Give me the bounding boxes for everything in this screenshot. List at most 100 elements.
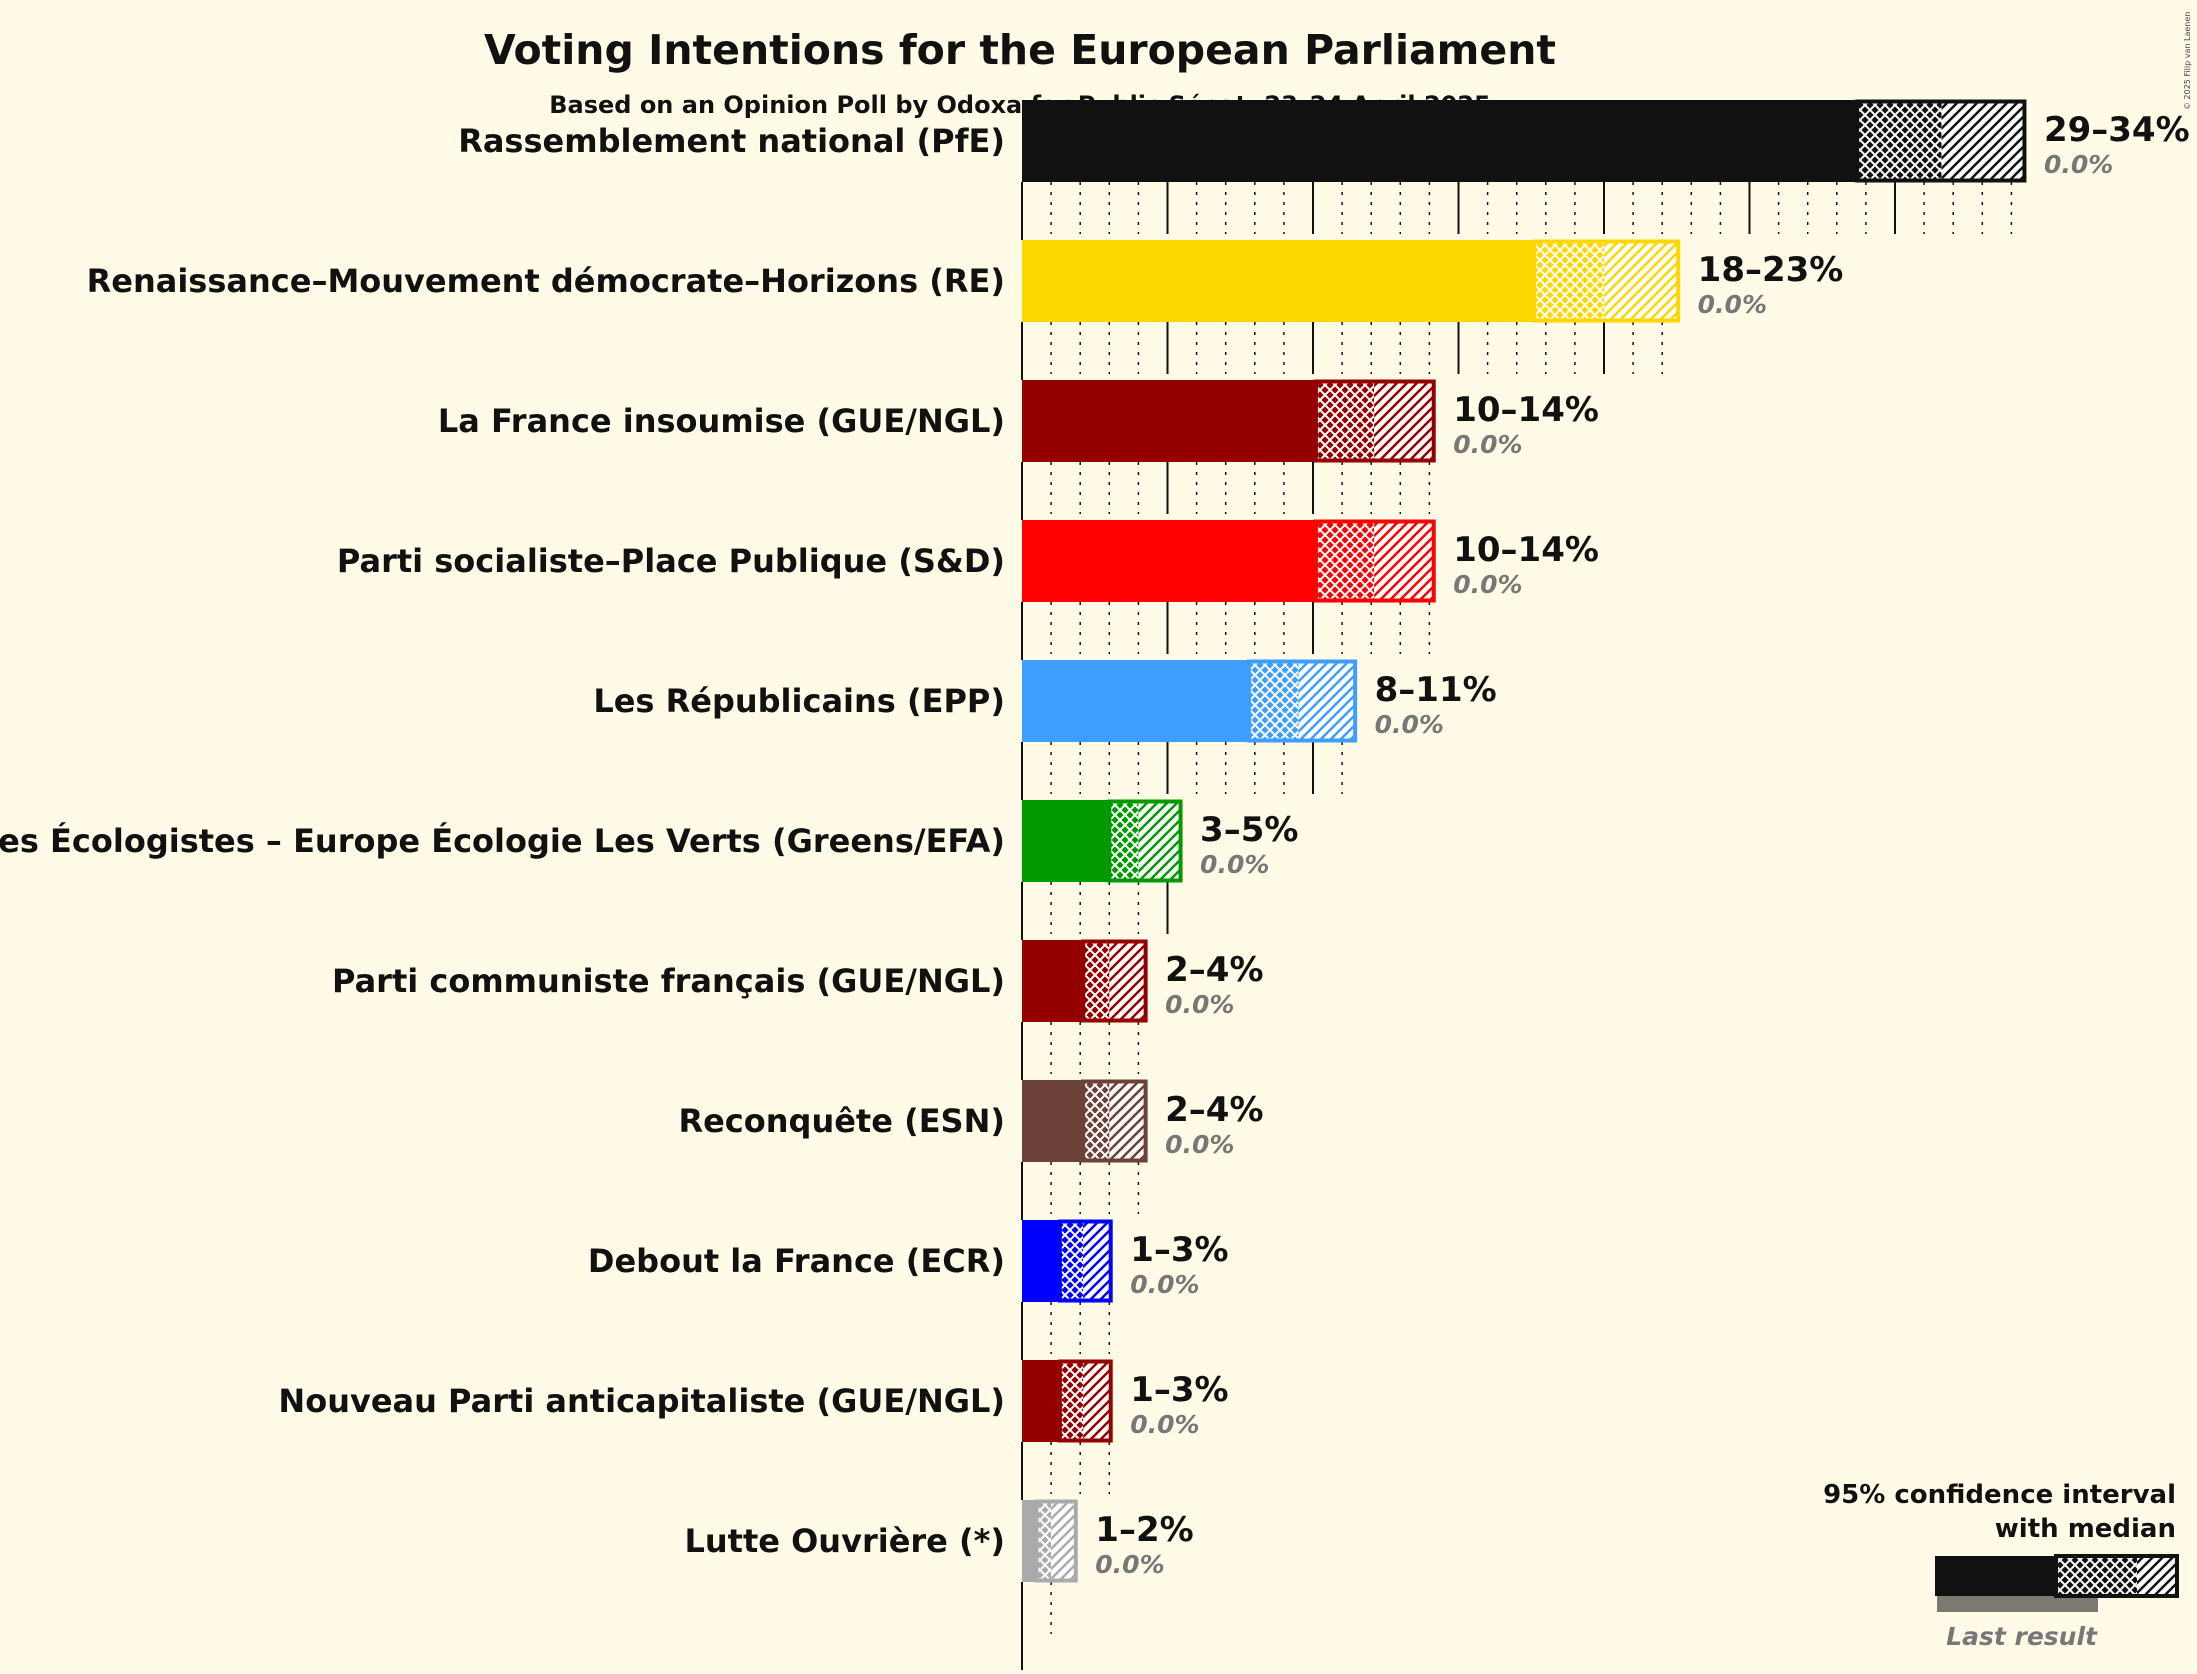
party-bar-group: Nouveau Parti anticapitaliste (GUE/NGL) 1… — [278, 1359, 1229, 1443]
bar-ci-upper — [1138, 800, 1183, 882]
legend-solid-part — [1935, 1556, 2056, 1596]
range-label: 1–3% — [1130, 1230, 1228, 1270]
bar-ci-lower — [1059, 1220, 1084, 1302]
party-bar-group: Les Écologistes – Europe Écologie Les Ve… — [0, 799, 1298, 883]
party-bar-group: Les Républicains (EPP) 8–11%0.0% — [593, 659, 1497, 743]
bar-ci-outline — [1313, 379, 1436, 463]
bar-ci-lower — [1315, 520, 1375, 602]
party-label: Lutte Ouvrière (*) — [684, 1522, 1005, 1560]
last-result-label: 0.0% — [1095, 1550, 1164, 1579]
last-result-label: 0.0% — [2044, 150, 2113, 179]
bar-solid — [1022, 1360, 1060, 1442]
range-label: 29–34% — [2044, 110, 2190, 150]
bar-solid — [1022, 1220, 1060, 1302]
range-label: 2–4% — [1165, 950, 1263, 990]
legend-diagonal-part — [2137, 1556, 2177, 1596]
party-bar-group: Parti communiste français (GUE/NGL) 2–4%0… — [332, 939, 1264, 1023]
bar-ci-outline — [1057, 1359, 1113, 1443]
legend: 95% confidence interval with median Last… — [1823, 1480, 2179, 1651]
last-result-label: 0.0% — [1165, 990, 1234, 1019]
party-bar-group: Renaissance–Mouvement démocrate–Horizons… — [87, 239, 1844, 323]
bars-layer: Rassemblement national (PfE) 29–34%0.0%Re… — [0, 99, 2190, 1583]
range-label: 18–23% — [1698, 250, 1844, 290]
bar-solid — [1022, 100, 1858, 182]
last-result-label: 0.0% — [1130, 1270, 1199, 1299]
party-bar-group: Reconquête (ESN) 2–4%0.0% — [678, 1079, 1264, 1163]
last-result-label: 0.0% — [1375, 710, 1444, 739]
legend-title-line1: 95% confidence interval — [1823, 1480, 2176, 1510]
bar-ci-lower — [1248, 660, 1299, 742]
bar-ci-outline — [1081, 1079, 1148, 1163]
range-label: 1–3% — [1130, 1370, 1228, 1410]
bar-ci-outline — [1057, 1219, 1113, 1303]
bar-solid — [1022, 660, 1249, 742]
range-label: 10–14% — [1453, 530, 1599, 570]
range-label: 10–14% — [1453, 390, 1599, 430]
range-label: 1–2% — [1095, 1510, 1193, 1550]
bar-solid — [1022, 520, 1316, 602]
party-label: La France insoumise (GUE/NGL) — [438, 402, 1005, 440]
bar-ci-outline — [1034, 1499, 1078, 1583]
bar-ci-lower — [1109, 800, 1139, 882]
bar-ci-lower — [1857, 100, 1942, 182]
bar-solid — [1022, 380, 1316, 462]
last-result-label: 0.0% — [1698, 290, 1767, 319]
party-label: Renaissance–Mouvement démocrate–Horizons… — [87, 262, 1005, 300]
bar-ci-lower — [1083, 1080, 1110, 1162]
bar-ci-upper — [1051, 1500, 1078, 1582]
party-label: Debout la France (ECR) — [588, 1242, 1005, 1280]
bar-ci-lower — [1083, 940, 1110, 1022]
bar-ci-lower — [1059, 1360, 1084, 1442]
legend-outline — [2054, 1554, 2179, 1598]
bar-ci-upper — [1109, 940, 1148, 1022]
last-result-label: 0.0% — [1130, 1410, 1199, 1439]
party-label: Les Écologistes – Europe Écologie Les Ve… — [0, 822, 1005, 860]
bar-solid — [1022, 940, 1084, 1022]
bar-ci-lower — [1315, 380, 1375, 462]
bar-ci-outline — [1532, 239, 1681, 323]
bar-ci-lower — [1036, 1500, 1052, 1582]
last-result-label: 0.0% — [1165, 1130, 1234, 1159]
legend-title-line2: with median — [1995, 1514, 2176, 1544]
bar-ci-outline — [1107, 799, 1183, 883]
chart-title: Voting Intentions for the European Parli… — [484, 26, 1556, 74]
bar-ci-upper — [1083, 1220, 1113, 1302]
bar-ci-lower — [1534, 240, 1604, 322]
bar-ci-upper — [1604, 240, 1680, 322]
legend-crosshatch-part — [2056, 1556, 2137, 1596]
range-label: 8–11% — [1375, 670, 1497, 710]
bar-ci-upper — [1374, 380, 1436, 462]
party-label: Rassemblement national (PfE) — [458, 122, 1005, 160]
party-bar-group: Debout la France (ECR) 1–3%0.0% — [588, 1219, 1229, 1303]
party-label: Reconquête (ESN) — [678, 1102, 1005, 1140]
last-result-label: 0.0% — [1200, 850, 1269, 879]
bar-ci-outline — [1855, 99, 2027, 183]
range-label: 3–5% — [1200, 810, 1298, 850]
bar-solid — [1022, 1080, 1084, 1162]
party-bar-group: Rassemblement national (PfE) 29–34%0.0% — [458, 99, 2190, 183]
range-label: 2–4% — [1165, 1090, 1263, 1130]
bar-solid — [1022, 800, 1110, 882]
bar-ci-upper — [1109, 1080, 1148, 1162]
party-label: Nouveau Parti anticapitaliste (GUE/NGL) — [278, 1382, 1005, 1420]
bar-ci-upper — [1083, 1360, 1113, 1442]
bar-solid — [1022, 1500, 1037, 1582]
party-label: Parti socialiste–Place Publique (S&D) — [337, 542, 1005, 580]
copyright-note: © 2025 Filip van Laenen — [2183, 12, 2192, 110]
party-label: Parti communiste français (GUE/NGL) — [332, 962, 1005, 1000]
last-result-label: 0.0% — [1453, 570, 1522, 599]
bar-ci-upper — [1298, 660, 1357, 742]
legend-last-result-label: Last result — [1946, 1622, 2098, 1651]
bar-ci-upper — [1941, 100, 2026, 182]
last-result-label: 0.0% — [1453, 430, 1522, 459]
party-bar-group: Parti socialiste–Place Publique (S&D) 10–… — [337, 519, 1599, 603]
legend-last-result-bar — [1937, 1594, 2098, 1612]
party-label: Les Républicains (EPP) — [593, 682, 1005, 720]
party-bar-group: La France insoumise (GUE/NGL) 10–14%0.0% — [438, 379, 1599, 463]
bar-ci-outline — [1246, 659, 1358, 743]
bar-ci-upper — [1374, 520, 1436, 602]
bar-ci-outline — [1081, 939, 1148, 1023]
bar-ci-outline — [1313, 519, 1436, 603]
bar-solid — [1022, 240, 1535, 322]
